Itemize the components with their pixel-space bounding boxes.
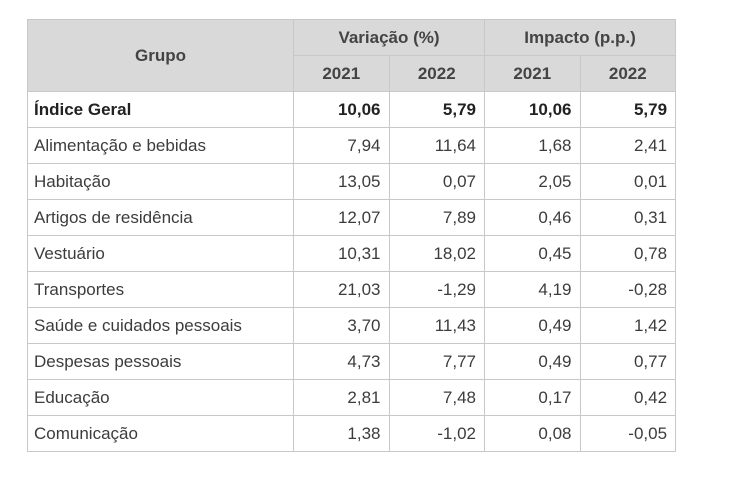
table-header: Grupo Variação (%) Impacto (p.p.) 2021 2… xyxy=(27,19,677,92)
table-row: Transportes 21,03 -1,29 4,19 -0,28 xyxy=(27,271,677,308)
row-imp-2022: 0,78 xyxy=(579,235,677,272)
row-var-2021: 12,07 xyxy=(293,199,390,236)
row-imp-2021: 4,19 xyxy=(484,271,581,308)
table-row: Saúde e cuidados pessoais 3,70 11,43 0,4… xyxy=(27,307,677,344)
row-var-2022: 7,77 xyxy=(388,343,486,380)
row-var-2022: -1,02 xyxy=(388,415,486,452)
row-imp-2022: -0,05 xyxy=(579,415,677,452)
table-body: Índice Geral 10,06 5,79 10,06 5,79 Alime… xyxy=(27,91,677,452)
table-row: Educação 2,81 7,48 0,17 0,42 xyxy=(27,379,677,416)
row-var-2021: 2,81 xyxy=(293,379,390,416)
row-group: Artigos de residência xyxy=(27,199,294,236)
row-imp-2021: 1,68 xyxy=(484,127,581,164)
row-imp-2021: 0,49 xyxy=(484,343,581,380)
header-row-top: Grupo Variação (%) Impacto (p.p.) xyxy=(27,19,677,92)
row-group: Despesas pessoais xyxy=(27,343,294,380)
table-row: Vestuário 10,31 18,02 0,45 0,78 xyxy=(27,235,677,272)
row-var-2021: 10,06 xyxy=(293,91,390,128)
row-var-2022: 7,89 xyxy=(388,199,486,236)
header-row-years: 2021 2022 2021 2022 xyxy=(28,55,677,92)
row-group: Educação xyxy=(27,379,294,416)
row-var-2022: 5,79 xyxy=(388,91,486,128)
header-impact: Impacto (p.p.) xyxy=(484,19,677,56)
table-row-total: Índice Geral 10,06 5,79 10,06 5,79 xyxy=(27,91,677,128)
row-var-2021: 21,03 xyxy=(293,271,390,308)
row-group: Transportes xyxy=(27,271,294,308)
row-imp-2021: 0,17 xyxy=(484,379,581,416)
row-var-2021: 1,38 xyxy=(293,415,390,452)
row-imp-2021: 0,08 xyxy=(484,415,581,452)
row-var-2021: 4,73 xyxy=(293,343,390,380)
row-var-2021: 7,94 xyxy=(293,127,390,164)
row-var-2022: 18,02 xyxy=(388,235,486,272)
row-imp-2022: 1,42 xyxy=(579,307,677,344)
row-imp-2022: 0,31 xyxy=(579,199,677,236)
table-row: Comunicação 1,38 -1,02 0,08 -0,05 xyxy=(27,415,677,452)
row-imp-2021: 10,06 xyxy=(484,91,581,128)
row-group: Índice Geral xyxy=(27,91,294,128)
row-imp-2022: 2,41 xyxy=(579,127,677,164)
inflation-table: Grupo Variação (%) Impacto (p.p.) 2021 2… xyxy=(27,19,677,452)
row-imp-2021: 0,49 xyxy=(484,307,581,344)
row-var-2022: 11,43 xyxy=(388,307,486,344)
row-imp-2022: 0,42 xyxy=(579,379,677,416)
row-imp-2022: 5,79 xyxy=(579,91,677,128)
header-year-var-2022: 2022 xyxy=(388,55,486,92)
header-year-imp-2021: 2021 xyxy=(484,55,581,92)
row-group: Vestuário xyxy=(27,235,294,272)
row-imp-2021: 0,46 xyxy=(484,199,581,236)
row-group: Habitação xyxy=(27,163,294,200)
row-imp-2022: -0,28 xyxy=(579,271,677,308)
row-var-2021: 10,31 xyxy=(293,235,390,272)
table-row: Habitação 13,05 0,07 2,05 0,01 xyxy=(27,163,677,200)
table-row: Alimentação e bebidas 7,94 11,64 1,68 2,… xyxy=(27,127,677,164)
header-year-imp-2022: 2022 xyxy=(579,55,677,92)
row-imp-2021: 2,05 xyxy=(484,163,581,200)
row-imp-2022: 0,01 xyxy=(579,163,677,200)
header-group: Grupo xyxy=(27,19,294,92)
header-variation: Variação (%) xyxy=(292,19,486,56)
header-year-var-2021: 2021 xyxy=(293,55,390,92)
row-group: Saúde e cuidados pessoais xyxy=(27,307,294,344)
row-imp-2021: 0,45 xyxy=(484,235,581,272)
row-var-2021: 13,05 xyxy=(293,163,390,200)
row-var-2022: 7,48 xyxy=(388,379,486,416)
row-var-2022: 11,64 xyxy=(388,127,486,164)
row-group: Alimentação e bebidas xyxy=(27,127,294,164)
row-var-2022: 0,07 xyxy=(388,163,486,200)
row-imp-2022: 0,77 xyxy=(579,343,677,380)
table-row: Artigos de residência 12,07 7,89 0,46 0,… xyxy=(27,199,677,236)
row-var-2021: 3,70 xyxy=(293,307,390,344)
row-var-2022: -1,29 xyxy=(388,271,486,308)
table-row: Despesas pessoais 4,73 7,77 0,49 0,77 xyxy=(27,343,677,380)
row-group: Comunicação xyxy=(27,415,294,452)
